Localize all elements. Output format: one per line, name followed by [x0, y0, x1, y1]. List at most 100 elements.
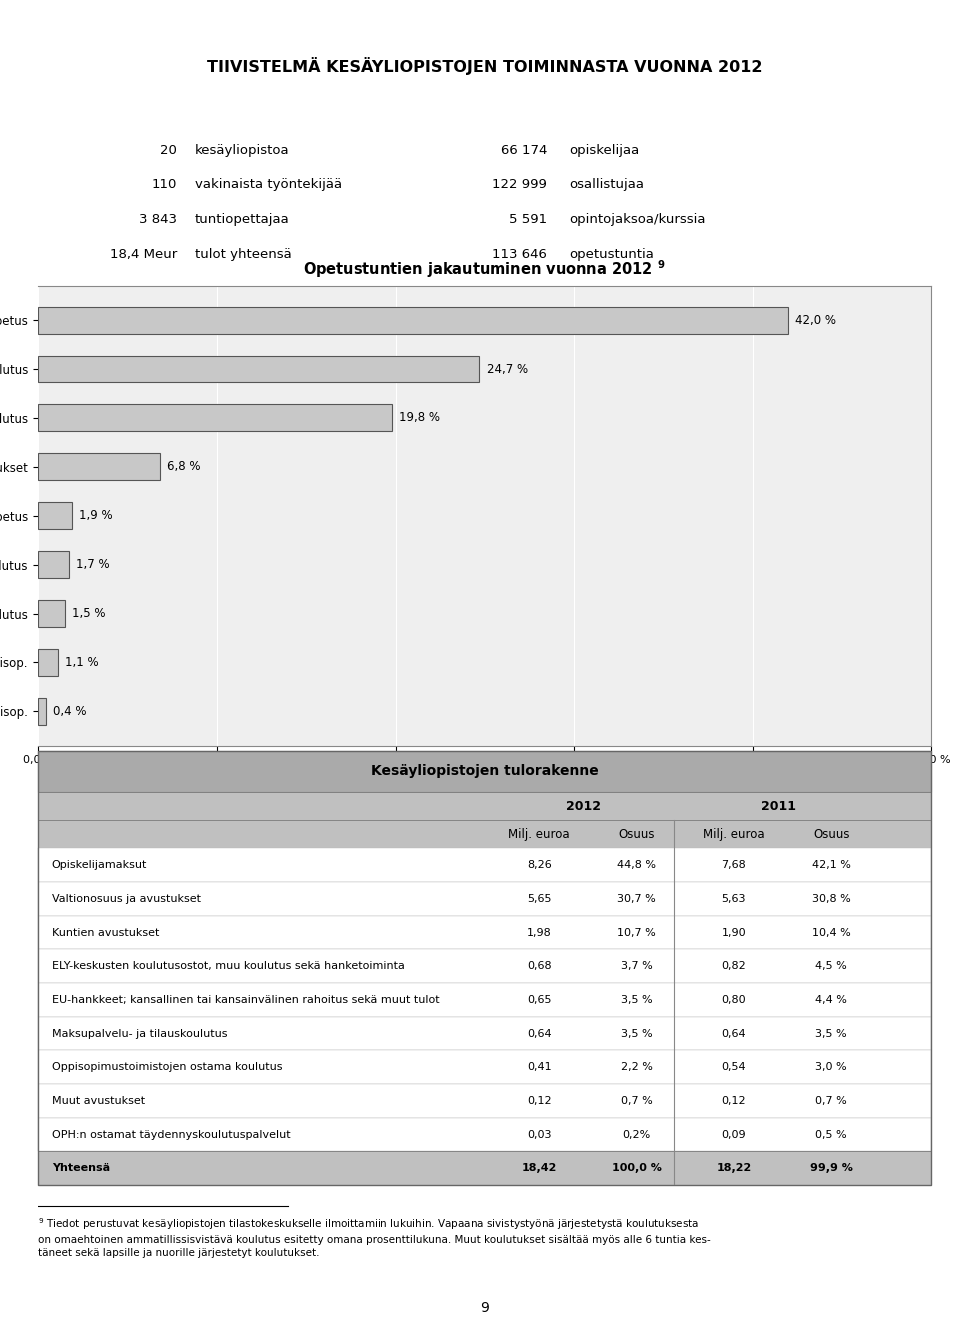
Text: Yhteensä: Yhteensä [52, 1163, 109, 1173]
Text: 2011: 2011 [761, 800, 796, 812]
Text: 10,7 %: 10,7 % [617, 927, 656, 938]
Bar [38, 1152, 931, 1185]
Text: Opiskelijamaksut: Opiskelijamaksut [52, 860, 147, 870]
Bar [38, 356, 479, 383]
Text: tulot yhteensä: tulot yhteensä [195, 248, 292, 261]
Text: 3,0 %: 3,0 % [815, 1062, 847, 1072]
Text: 1,5 %: 1,5 % [72, 607, 106, 619]
Text: TIIVISTELMÄ KESÄYLIOPISTOJEN TOIMINNASTA VUONNA 2012: TIIVISTELMÄ KESÄYLIOPISTOJEN TOIMINNASTA… [207, 58, 762, 75]
Bar [38, 306, 788, 333]
Text: ELY-keskusten koulutusostot, muu koulutus sekä hanketoiminta: ELY-keskusten koulutusostot, muu koulutu… [52, 961, 405, 971]
Text: 1,90: 1,90 [722, 927, 746, 938]
Text: 2012: 2012 [566, 800, 601, 812]
Text: 110: 110 [152, 178, 177, 190]
Text: Osuus: Osuus [618, 828, 655, 840]
Text: 122 999: 122 999 [492, 178, 547, 190]
Bar [38, 649, 58, 676]
Text: Valtionosuus ja avustukset: Valtionosuus ja avustukset [52, 894, 201, 904]
Text: 0,2%: 0,2% [622, 1129, 651, 1140]
Text: 19,8 %: 19,8 % [399, 411, 440, 424]
Text: 0,64: 0,64 [527, 1029, 552, 1038]
Text: 1,98: 1,98 [527, 927, 552, 938]
Text: 1,7 %: 1,7 % [76, 558, 109, 571]
Text: 5,63: 5,63 [722, 894, 746, 904]
Text: 113 646: 113 646 [492, 248, 547, 261]
Text: 44,8 %: 44,8 % [617, 860, 656, 870]
Text: 3,5 %: 3,5 % [815, 1029, 847, 1038]
Text: 30,7 %: 30,7 % [617, 894, 656, 904]
Text: 0,7 %: 0,7 % [815, 1096, 847, 1107]
Text: 0,09: 0,09 [722, 1129, 746, 1140]
Text: 10,4 %: 10,4 % [812, 927, 851, 938]
Text: vakinaista työntekijää: vakinaista työntekijää [195, 178, 342, 190]
Text: 42,0 %: 42,0 % [796, 313, 836, 326]
Bar [38, 983, 931, 1017]
Bar [38, 1017, 931, 1050]
Text: $^{9}$ Tiedot perustuvat kesäyliopistojen tilastokeskukselle ilmoittamiin lukuih: $^{9}$ Tiedot perustuvat kesäyliopistoje… [38, 1216, 711, 1258]
Text: kesäyliopistoa: kesäyliopistoa [195, 145, 289, 157]
Text: 9: 9 [480, 1302, 490, 1315]
Bar [38, 698, 45, 725]
Text: 66 174: 66 174 [501, 145, 547, 157]
Text: 0,80: 0,80 [722, 995, 746, 1005]
Bar [38, 820, 931, 848]
Text: opetustuntia: opetustuntia [569, 248, 655, 261]
Text: 20: 20 [160, 145, 177, 157]
Text: 18,22: 18,22 [716, 1163, 752, 1173]
Bar [38, 551, 69, 578]
Text: opintojaksoa/kurssia: opintojaksoa/kurssia [569, 213, 707, 226]
Text: 6,8 %: 6,8 % [167, 460, 201, 474]
Text: 0,82: 0,82 [722, 961, 746, 971]
Bar [38, 882, 931, 915]
Text: 18,4 Meur: 18,4 Meur [109, 248, 177, 261]
Text: Maksupalvelu- ja tilauskoulutus: Maksupalvelu- ja tilauskoulutus [52, 1029, 228, 1038]
Bar [38, 599, 65, 628]
Text: Milj. euroa: Milj. euroa [703, 828, 765, 840]
Bar [38, 454, 159, 480]
Text: Muut avustukset: Muut avustukset [52, 1096, 145, 1107]
Text: 0,64: 0,64 [722, 1029, 746, 1038]
Bar [38, 915, 931, 950]
Text: 0,4 %: 0,4 % [53, 705, 86, 717]
Text: Osuus: Osuus [813, 828, 850, 840]
Text: OPH:n ostamat täydennyskoulutuspalvelut: OPH:n ostamat täydennyskoulutuspalvelut [52, 1129, 291, 1140]
Text: osallistujaa: osallistujaa [569, 178, 644, 190]
Bar [38, 1050, 931, 1084]
Text: Oppisopimustoimistojen ostama koulutus: Oppisopimustoimistojen ostama koulutus [52, 1062, 282, 1072]
Bar [38, 792, 931, 820]
Text: 0,7 %: 0,7 % [621, 1096, 653, 1107]
Text: 1,9 %: 1,9 % [80, 510, 113, 522]
Bar [38, 502, 72, 529]
Text: 0,12: 0,12 [722, 1096, 746, 1107]
Text: 30,8 %: 30,8 % [812, 894, 851, 904]
Bar [38, 751, 931, 792]
Bar [38, 1084, 931, 1117]
Text: 0,54: 0,54 [722, 1062, 746, 1072]
Text: 42,1 %: 42,1 % [812, 860, 851, 870]
Text: 1,1 %: 1,1 % [65, 656, 99, 669]
Text: 0,03: 0,03 [527, 1129, 551, 1140]
Text: 99,9 %: 99,9 % [810, 1163, 852, 1173]
Text: Kuntien avustukset: Kuntien avustukset [52, 927, 159, 938]
Text: 4,4 %: 4,4 % [815, 995, 847, 1005]
Bar [38, 1117, 931, 1152]
Text: 0,41: 0,41 [527, 1062, 552, 1072]
Text: Kesäyliopistojen tulorakenne: Kesäyliopistojen tulorakenne [371, 764, 599, 779]
Text: Milj. euroa: Milj. euroa [509, 828, 570, 840]
Text: 0,5 %: 0,5 % [815, 1129, 847, 1140]
Text: 100,0 %: 100,0 % [612, 1163, 661, 1173]
Text: 3,7 %: 3,7 % [621, 961, 653, 971]
Text: 18,42: 18,42 [521, 1163, 557, 1173]
Text: 2,2 %: 2,2 % [620, 1062, 653, 1072]
Text: 4,5 %: 4,5 % [815, 961, 847, 971]
Text: 0,12: 0,12 [527, 1096, 552, 1107]
Bar [38, 848, 931, 882]
Text: 0,65: 0,65 [527, 995, 551, 1005]
Text: 0,68: 0,68 [527, 961, 552, 971]
Text: 3,5 %: 3,5 % [621, 1029, 653, 1038]
Bar [38, 404, 392, 431]
Text: 3 843: 3 843 [139, 213, 177, 226]
Text: 3,5 %: 3,5 % [621, 995, 653, 1005]
Text: 7,68: 7,68 [722, 860, 746, 870]
Text: opiskelijaa: opiskelijaa [569, 145, 640, 157]
